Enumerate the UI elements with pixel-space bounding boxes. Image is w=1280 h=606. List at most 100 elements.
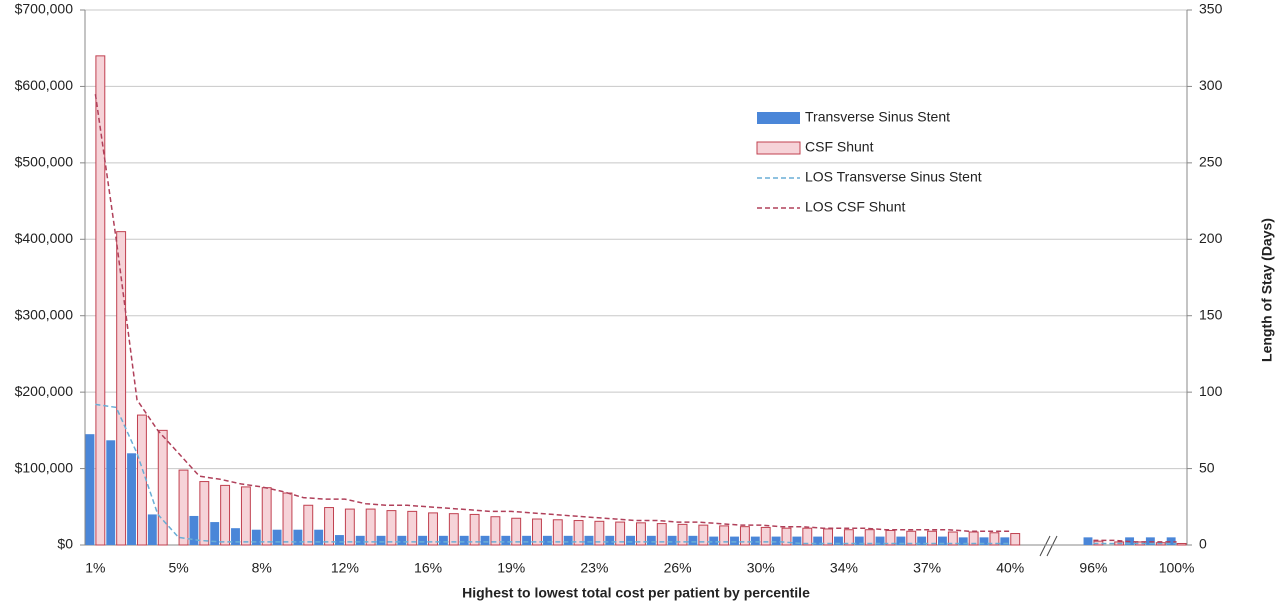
bar: [979, 537, 989, 545]
bar: [636, 522, 646, 546]
y-tick-label: $200,000: [15, 383, 74, 399]
bar: [605, 535, 615, 545]
legend-swatch: [757, 112, 800, 124]
y-tick-label: $700,000: [15, 1, 74, 17]
bar: [927, 530, 937, 546]
bar: [584, 535, 594, 545]
y2-tick-label: 150: [1199, 306, 1223, 322]
bar: [698, 524, 709, 546]
bar: [365, 508, 376, 546]
bar: [563, 535, 573, 545]
legend-label: Transverse Sinus Stent: [805, 109, 950, 125]
bar: [282, 492, 293, 546]
x-axis-label: Highest to lowest total cost per patient…: [462, 585, 810, 601]
bar: [106, 440, 116, 545]
legend-label: CSF Shunt: [805, 139, 874, 155]
y-tick-label: $100,000: [15, 459, 74, 475]
bar: [937, 536, 947, 545]
bar: [397, 535, 407, 545]
bar: [220, 484, 231, 546]
bar: [386, 510, 397, 546]
y2-tick-label: 350: [1199, 1, 1223, 17]
bar: [885, 529, 896, 546]
bar: [792, 536, 802, 545]
bar: [480, 535, 490, 545]
bar: [864, 529, 875, 546]
legend-label: LOS CSF Shunt: [805, 199, 905, 215]
bar: [199, 481, 210, 546]
bar: [834, 536, 843, 545]
axis-break: [1039, 535, 1058, 557]
bar: [1000, 537, 1010, 545]
bar: [189, 515, 199, 545]
bar: [760, 526, 771, 546]
bar: [719, 525, 730, 546]
bar: [147, 514, 157, 545]
x-tick-label: 5%: [168, 560, 188, 576]
bar: [875, 536, 885, 545]
x-tick-label: 37%: [913, 560, 941, 576]
bar: [418, 535, 428, 545]
bar: [594, 520, 605, 546]
bar: [116, 231, 127, 546]
bar: [843, 529, 854, 546]
x-tick-label: 23%: [580, 560, 608, 576]
bar: [85, 434, 95, 545]
y-tick-label: $300,000: [15, 306, 74, 322]
y2-tick-label: 50: [1199, 459, 1215, 475]
bar: [251, 529, 261, 545]
x-tick-label: 96%: [1079, 560, 1107, 576]
bar: [1083, 537, 1093, 545]
bar: [272, 529, 282, 545]
bar: [677, 523, 688, 546]
bar: [1010, 533, 1021, 546]
bar: [667, 535, 677, 545]
bar: [906, 530, 917, 546]
bar: [739, 526, 750, 546]
line: [95, 403, 1177, 545]
bar: [573, 520, 584, 546]
y2-tick-label: 200: [1199, 230, 1223, 246]
bar: [376, 535, 386, 545]
bar: [542, 535, 552, 545]
bar: [709, 536, 719, 545]
bar: [261, 487, 272, 546]
x-tick-label: 26%: [664, 560, 692, 576]
bar: [407, 510, 418, 546]
bar: [240, 486, 251, 546]
bar: [157, 429, 168, 546]
bar: [1176, 542, 1187, 546]
bar: [947, 531, 958, 546]
bar: [1166, 537, 1176, 545]
bar: [303, 504, 314, 546]
bar: [324, 507, 335, 546]
bar: [646, 535, 656, 545]
bar: [656, 523, 667, 546]
x-tick-label: 1%: [85, 560, 105, 576]
legend-label: LOS Transverse Sinus Stent: [805, 169, 982, 185]
bar: [344, 508, 355, 546]
bar: [802, 527, 813, 546]
bar: [771, 536, 781, 545]
x-tick-label: 19%: [497, 560, 525, 576]
x-tick-label: 30%: [747, 560, 775, 576]
bar: [459, 535, 469, 545]
y-tick-label: $400,000: [15, 230, 74, 246]
y2-tick-label: 250: [1199, 154, 1223, 170]
bar: [532, 518, 542, 546]
y2-axis-label: Length of Stay (Days): [1259, 218, 1275, 362]
bar: [968, 531, 979, 546]
bar: [95, 55, 106, 546]
y2-tick-label: 300: [1199, 77, 1223, 93]
bar: [355, 535, 365, 545]
bar: [428, 512, 438, 546]
y2-tick-label: 0: [1199, 536, 1207, 552]
bar: [989, 532, 1000, 546]
bar: [688, 535, 698, 545]
bar: [335, 535, 344, 545]
bar: [178, 469, 189, 546]
bar: [750, 536, 760, 545]
x-tick-label: 8%: [252, 560, 272, 576]
